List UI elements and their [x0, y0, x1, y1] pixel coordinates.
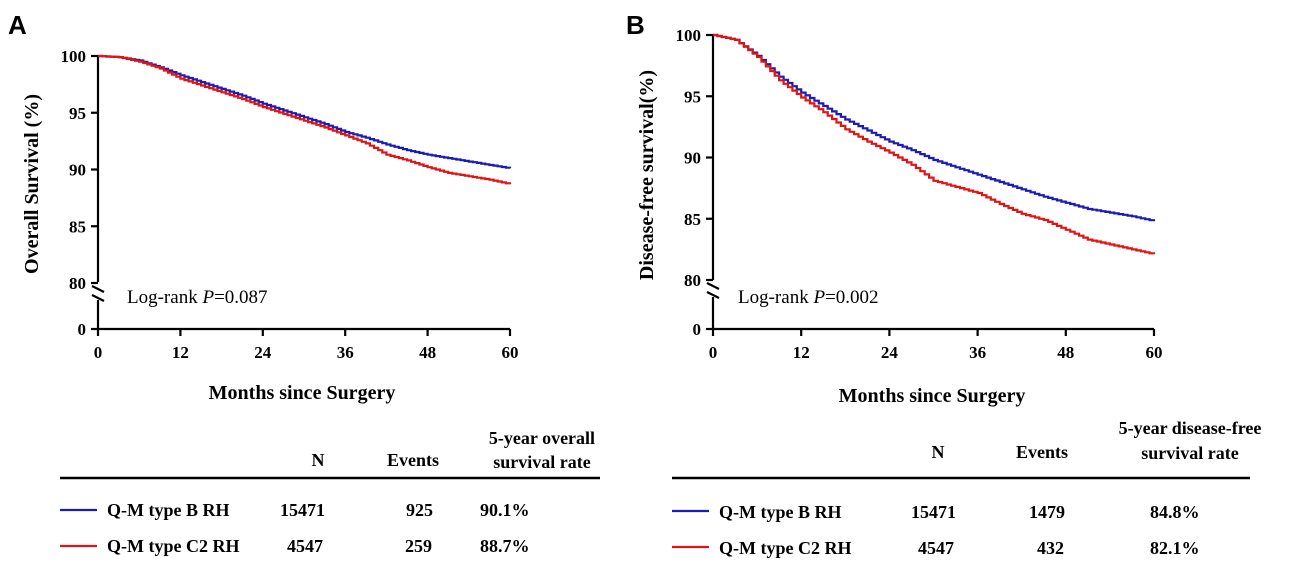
row-n-a-1: 15471	[280, 500, 325, 520]
y-tick-label-b-90: 90	[684, 149, 701, 168]
logrank-annotation-b: Log-rank P=0.002	[738, 287, 879, 308]
axis-break-mark-a	[91, 285, 105, 302]
row-events-b-2: 432	[1037, 538, 1064, 558]
x-tick-label-b-60: 60	[1146, 343, 1163, 362]
panel-b-table: N Events 5-year disease-free survival ra…	[672, 418, 1261, 558]
curve-a-type-c2	[98, 54, 512, 185]
row-rate-a-2: 88.7%	[480, 536, 530, 556]
logrank-prefix-b: Log-rank	[738, 287, 813, 308]
y-tick-label-b-85: 85	[684, 210, 701, 229]
x-tick-label-a-24: 24	[254, 343, 272, 362]
x-tick-label-b-24: 24	[881, 343, 899, 362]
row-rate-a-1: 90.1%	[480, 500, 530, 520]
curve-b-type-c2	[713, 33, 1156, 255]
row-events-a-2: 259	[405, 536, 432, 556]
y-tick-label-a-90: 90	[69, 161, 86, 180]
axis-break-mark-b	[706, 282, 720, 299]
row-events-b-1: 1479	[1029, 502, 1065, 522]
panel-b: B 0 12 24 36 48 60 100 95 90 85 80 0 Log-rank P=0.0…	[626, 10, 1261, 558]
row-label-a-1: Q-M type B RH	[107, 500, 229, 520]
y-axis-title-b: Disease-free survival(%)	[636, 70, 658, 280]
table-header-rate-line1-a: 5-year overall	[489, 428, 595, 448]
table-header-events-a: Events	[387, 450, 439, 470]
table-header-rate-line2-b: survival rate	[1141, 443, 1238, 463]
table-row-a-2: Q-M type C2 RH 4547 259 88.7%	[60, 536, 530, 556]
logrank-annotation-a: Log-rank P=0.087	[127, 287, 268, 308]
y-tick-label-a-95: 95	[69, 104, 86, 123]
table-header-rate-line2-a: survival rate	[493, 452, 590, 472]
x-tick-label-b-12: 12	[793, 343, 810, 362]
table-row-a-1: Q-M type B RH 15471 925 90.1%	[60, 500, 530, 520]
row-n-a-2: 4547	[287, 536, 323, 556]
x-tick-label-b-0: 0	[709, 343, 718, 362]
axis-ticks-a: 0 12 24 36 48 60 100 95 90 85 80 0	[61, 47, 519, 362]
panel-letter-a: A	[8, 10, 27, 40]
row-rate-b-2: 82.1%	[1150, 538, 1200, 558]
table-header-n-a: N	[312, 450, 325, 470]
panel-b-plot: 0 12 24 36 48 60 100 95 90 85 80 0 Log-rank P=0.002…	[636, 26, 1163, 407]
x-tick-label-a-36: 36	[337, 343, 354, 362]
panel-letter-b: B	[626, 10, 645, 40]
y-tick-label-a-85: 85	[69, 217, 86, 236]
survival-curves-a	[98, 54, 512, 185]
table-row-b-2: Q-M type C2 RH 4547 432 82.1%	[672, 538, 1200, 558]
row-events-a-1: 925	[406, 500, 433, 520]
row-label-a-2: Q-M type C2 RH	[107, 536, 239, 556]
row-n-b-2: 4547	[918, 538, 954, 558]
y-axis-title-a: Overall Survival (%)	[21, 94, 43, 274]
y-tick-label-b-80: 80	[684, 271, 701, 290]
logrank-p-a: P	[201, 287, 214, 308]
axis-ticks-b: 0 12 24 36 48 60 100 95 90 85 80 0	[676, 26, 1163, 362]
table-row-b-1: Q-M type B RH 15471 1479 84.8%	[672, 502, 1200, 522]
row-rate-b-1: 84.8%	[1150, 502, 1200, 522]
y-tick-label-b-100: 100	[676, 26, 702, 45]
y-tick-label-a-0: 0	[78, 320, 87, 339]
x-tick-label-a-0: 0	[94, 343, 103, 362]
row-label-b-1: Q-M type B RH	[719, 502, 841, 522]
table-header-events-b: Events	[1016, 442, 1068, 462]
panel-a: A 0 12 24 36 48 60 100 95 90 85 80 0 Log-rank P=0.0…	[8, 10, 600, 556]
x-tick-label-a-60: 60	[502, 343, 519, 362]
logrank-value-a: =0.087	[214, 287, 267, 308]
x-axis-title-a: Months since Surgery	[209, 382, 396, 404]
row-label-b-2: Q-M type C2 RH	[719, 538, 851, 558]
y-tick-label-a-80: 80	[69, 274, 86, 293]
x-axis-title-b: Months since Surgery	[839, 385, 1026, 407]
y-tick-label-b-0: 0	[693, 320, 702, 339]
panel-a-plot: 0 12 24 36 48 60 100 95 90 85 80 0 Log-rank P=0.087…	[21, 47, 519, 404]
row-n-b-1: 15471	[911, 502, 956, 522]
x-tick-label-a-12: 12	[172, 343, 189, 362]
logrank-prefix-a: Log-rank	[127, 287, 202, 308]
panel-a-table: N Events 5-year overall survival rate Q-…	[60, 428, 600, 556]
curve-b-type-b	[713, 33, 1156, 222]
survival-curves-b	[713, 33, 1156, 255]
table-header-rate-line1-b: 5-year disease-free	[1119, 418, 1262, 438]
table-header-n-b: N	[932, 442, 945, 462]
curve-a-type-b	[98, 54, 512, 169]
x-tick-label-b-48: 48	[1057, 343, 1074, 362]
logrank-p-b: P	[812, 287, 825, 308]
logrank-value-b: =0.002	[825, 287, 878, 308]
y-tick-label-a-100: 100	[61, 47, 87, 66]
x-tick-label-b-36: 36	[969, 343, 986, 362]
x-tick-label-a-48: 48	[419, 343, 436, 362]
y-tick-label-b-95: 95	[684, 87, 701, 106]
